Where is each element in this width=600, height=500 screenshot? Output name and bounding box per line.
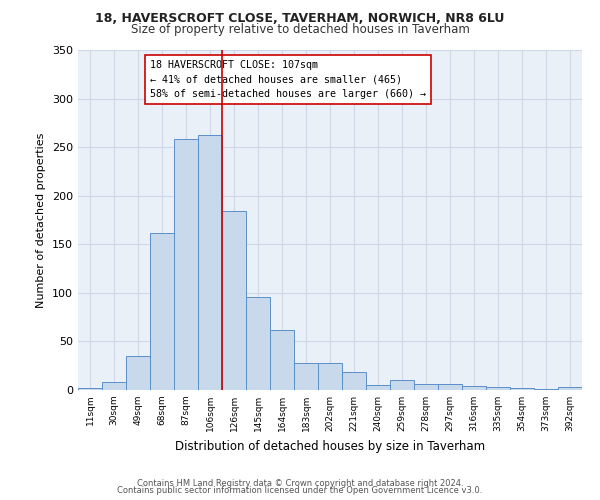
- Text: 18, HAVERSCROFT CLOSE, TAVERHAM, NORWICH, NR8 6LU: 18, HAVERSCROFT CLOSE, TAVERHAM, NORWICH…: [95, 12, 505, 26]
- Bar: [510, 388, 534, 390]
- Bar: [270, 330, 294, 390]
- Bar: [78, 388, 102, 390]
- Text: Contains public sector information licensed under the Open Government Licence v3: Contains public sector information licen…: [118, 486, 482, 495]
- Bar: [438, 384, 462, 390]
- Bar: [342, 372, 366, 390]
- Bar: [126, 356, 150, 390]
- Y-axis label: Number of detached properties: Number of detached properties: [37, 132, 46, 308]
- Bar: [102, 382, 126, 390]
- Bar: [486, 387, 510, 390]
- Bar: [414, 384, 438, 390]
- Bar: [558, 387, 582, 390]
- Bar: [390, 380, 414, 390]
- Bar: [534, 389, 558, 390]
- Text: Size of property relative to detached houses in Taverham: Size of property relative to detached ho…: [131, 22, 469, 36]
- Bar: [174, 140, 198, 390]
- Bar: [150, 232, 174, 390]
- Text: 18 HAVERSCROFT CLOSE: 107sqm
← 41% of detached houses are smaller (465)
58% of s: 18 HAVERSCROFT CLOSE: 107sqm ← 41% of de…: [150, 60, 426, 100]
- Text: Contains HM Land Registry data © Crown copyright and database right 2024.: Contains HM Land Registry data © Crown c…: [137, 478, 463, 488]
- Bar: [366, 385, 390, 390]
- Bar: [294, 363, 318, 390]
- X-axis label: Distribution of detached houses by size in Taverham: Distribution of detached houses by size …: [175, 440, 485, 452]
- Bar: [246, 296, 270, 390]
- Bar: [318, 363, 342, 390]
- Bar: [222, 212, 246, 390]
- Bar: [198, 134, 222, 390]
- Bar: [462, 386, 486, 390]
